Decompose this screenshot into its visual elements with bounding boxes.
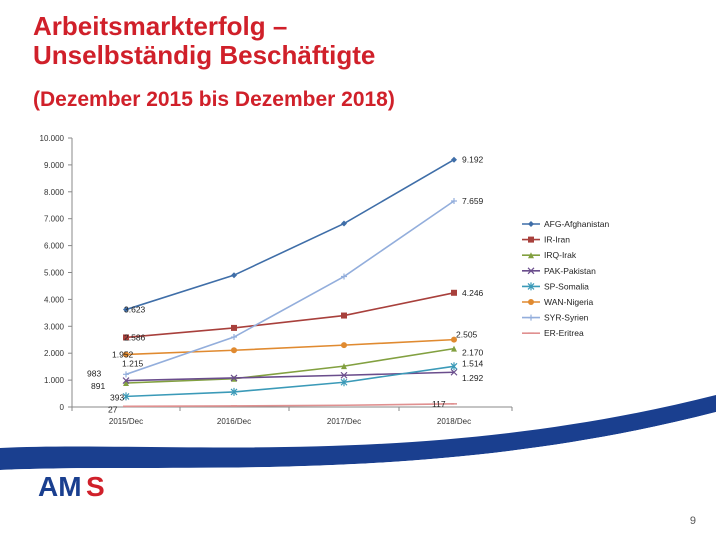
series-sp-somalia-marker <box>340 378 348 387</box>
series-line-er-eritrea <box>125 403 455 408</box>
legend-irq-irak-marker <box>528 252 534 259</box>
data-label-irq-irak: 891 <box>91 381 105 391</box>
data-label-syr-syrien: 7.659 <box>462 196 484 206</box>
data-label-er-eritrea: 117 <box>432 399 446 409</box>
legend-label-sp-somalia: SP-Somalia <box>544 281 589 291</box>
series-irq-irak-marker <box>451 345 457 352</box>
slide-subtitle: (Dezember 2015 bis Dezember 2018) <box>33 88 395 111</box>
series-syr-syrien-marker <box>451 197 457 204</box>
logo-text-s: S <box>86 471 105 502</box>
series-pak-pakistan-marker <box>230 374 238 382</box>
data-label-syr-syrien: 1.215 <box>122 358 144 368</box>
y-tick-label: 1.000 <box>44 376 65 385</box>
series-line-irq-irak <box>125 347 455 384</box>
series-wan-nigeria-marker <box>231 347 237 354</box>
y-tick-label: 10.000 <box>40 134 65 143</box>
series-afg-afghanistan-marker <box>231 272 237 279</box>
series-line-sp-somalia <box>125 365 455 398</box>
data-label-sp-somalia: 393 <box>110 392 124 402</box>
series-irq-irak-marker <box>123 380 129 387</box>
series-line-ir-iran <box>125 291 455 339</box>
series-pak-pakistan-marker <box>122 377 130 384</box>
y-tick-label: 4.000 <box>44 295 65 304</box>
data-label-ir-iran: 4.246 <box>462 288 484 298</box>
title-line-2: Unselbständig Beschäftigte <box>33 40 376 70</box>
y-tick-label: 8.000 <box>44 188 65 197</box>
series-pak-pakistan-marker <box>450 368 458 376</box>
legend-label-afg-afghanistan: AFG-Afghanistan <box>544 219 609 229</box>
data-label-wan-nigeria: 2.505 <box>456 330 478 340</box>
legend-ir-iran-marker <box>528 236 534 243</box>
legend-afg-afghanistan-marker <box>528 221 534 227</box>
y-tick-label: 7.000 <box>44 215 65 224</box>
legend-wan-nigeria-marker <box>528 299 534 305</box>
series-afg-afghanistan-marker <box>123 306 129 313</box>
data-label-afg-afghanistan: 9.192 <box>462 155 484 165</box>
y-tick-label: 5.000 <box>44 269 65 278</box>
y-tick-label: 6.000 <box>44 242 65 251</box>
series-pak-pakistan-marker <box>340 371 348 379</box>
legend-pak-pakistan-marker <box>527 267 535 275</box>
series-sp-somalia-marker <box>230 387 238 396</box>
legend-label-er-eritrea: ER-Eritrea <box>544 328 584 338</box>
title-line-1: Arbeitsmarkterfolg – <box>33 11 288 41</box>
x-tick-label: 2015/Dec <box>109 417 143 426</box>
data-label-er-eritrea: 27 <box>108 404 118 414</box>
series-ir-iran-marker <box>123 334 129 341</box>
data-label-wan-nigeria: 1.952 <box>112 349 134 359</box>
slide-title: Arbeitsmarkterfolg – Unselbständig Besch… <box>33 12 375 70</box>
x-tick-label: 2017/Dec <box>327 417 361 426</box>
legend-label-wan-nigeria: WAN-Nigeria <box>544 297 594 307</box>
series-wan-nigeria-marker <box>451 336 457 343</box>
y-tick-label: 0 <box>60 403 65 412</box>
legend-syr-syrien-marker <box>528 314 534 321</box>
logo-text-am: AM <box>38 471 82 502</box>
x-tick-label: 2018/Dec <box>437 417 471 426</box>
y-tick-label: 9.000 <box>44 161 65 170</box>
series-wan-nigeria-marker <box>123 351 129 358</box>
series-ir-iran-marker <box>341 312 347 319</box>
series-sp-somalia-marker <box>450 362 458 371</box>
series-syr-syrien-marker <box>123 371 129 378</box>
data-label-afg-afghanistan: 3.623 <box>124 305 146 315</box>
data-label-pak-pakistan: 1.292 <box>462 373 484 383</box>
legend-label-ir-iran: IR-Iran <box>544 235 570 245</box>
ams-logo: AM S <box>38 468 112 504</box>
legend-label-irq-irak: IRQ-Irak <box>544 250 577 260</box>
series-line-afg-afghanistan <box>125 159 455 311</box>
y-tick-label: 2.000 <box>44 349 65 358</box>
x-tick-label: 2016/Dec <box>217 417 251 426</box>
legend-label-pak-pakistan: PAK-Pakistan <box>544 266 596 276</box>
series-wan-nigeria-marker <box>341 342 347 349</box>
series-syr-syrien-marker <box>341 273 347 280</box>
data-label-pak-pakistan: 983 <box>87 369 101 379</box>
data-label-irq-irak: 2.170 <box>462 348 484 358</box>
series-afg-afghanistan-marker <box>451 156 457 163</box>
series-line-syr-syrien <box>125 200 455 376</box>
data-label-sp-somalia: 1.514 <box>462 358 484 368</box>
series-irq-irak-marker <box>341 363 347 370</box>
series-ir-iran-marker <box>451 289 457 296</box>
page-number: 9 <box>689 515 696 527</box>
data-label-ir-iran: 2.586 <box>124 332 146 342</box>
series-afg-afghanistan-marker <box>341 220 347 227</box>
legend-sp-somalia-marker <box>527 282 535 291</box>
y-tick-label: 3.000 <box>44 322 65 331</box>
legend-label-syr-syrien: SYR-Syrien <box>544 313 589 323</box>
series-ir-iran-marker <box>231 324 237 331</box>
series-syr-syrien-marker <box>231 334 237 341</box>
series-line-wan-nigeria <box>125 338 455 356</box>
